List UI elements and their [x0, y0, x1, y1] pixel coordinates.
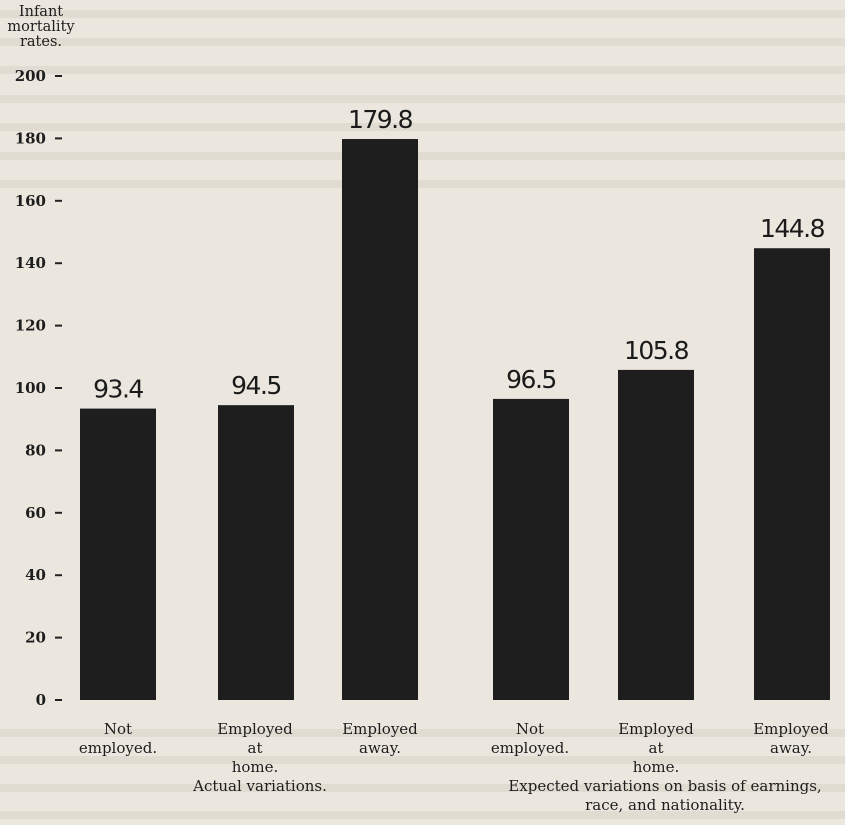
- category-label-employed-at-home-expected: Employed at home.: [618, 720, 694, 776]
- y-tick-label: 60: [25, 504, 46, 522]
- category-label-employed-away-actual: Employed away.: [342, 720, 418, 757]
- bar-expected-1: [493, 398, 569, 700]
- y-tick-label: 80: [25, 441, 46, 459]
- bar-actual-3: [342, 139, 418, 701]
- category-label-not-employed-actual: Not employed.: [78, 720, 158, 757]
- y-tick-label: 200: [15, 67, 46, 85]
- bar-value-label: 94.5: [231, 371, 281, 400]
- bar-value-label: 105.8: [624, 336, 689, 365]
- category-label-not-employed-expected: Not employed.: [490, 720, 570, 757]
- bar-expected-3: [754, 248, 830, 700]
- y-axis-label-line-3: rates.: [19, 34, 63, 50]
- bar-value-label: 179.8: [348, 105, 413, 134]
- bar-actual-1: [80, 408, 156, 700]
- y-tick-label: 180: [15, 129, 46, 147]
- y-tick-label: 140: [15, 254, 46, 272]
- y-axis-label-line-2: mortality: [7, 19, 75, 35]
- y-tick-label: 120: [15, 317, 46, 335]
- bar-expected-2: [618, 369, 694, 700]
- y-axis-label-line-1: Infant: [18, 4, 64, 20]
- bar-actual-2: [218, 405, 294, 700]
- y-tick-label: 20: [25, 629, 46, 647]
- y-tick-label: 100: [15, 379, 46, 397]
- category-label-employed-away-expected: Employed away.: [753, 720, 829, 757]
- group-caption-expected: Expected variations on basis of earnings…: [508, 777, 822, 814]
- y-tick-label: 40: [25, 566, 46, 584]
- bar-value-label: 144.8: [760, 214, 825, 243]
- group-caption-actual: Actual variations.: [193, 777, 327, 795]
- y-tick-label: 0: [36, 691, 46, 709]
- bar-value-label: 93.4: [93, 375, 143, 404]
- bar-value-label: 96.5: [506, 365, 556, 394]
- category-label-employed-at-home-actual: Employed at home.: [217, 720, 293, 776]
- y-tick-label: 160: [15, 192, 46, 210]
